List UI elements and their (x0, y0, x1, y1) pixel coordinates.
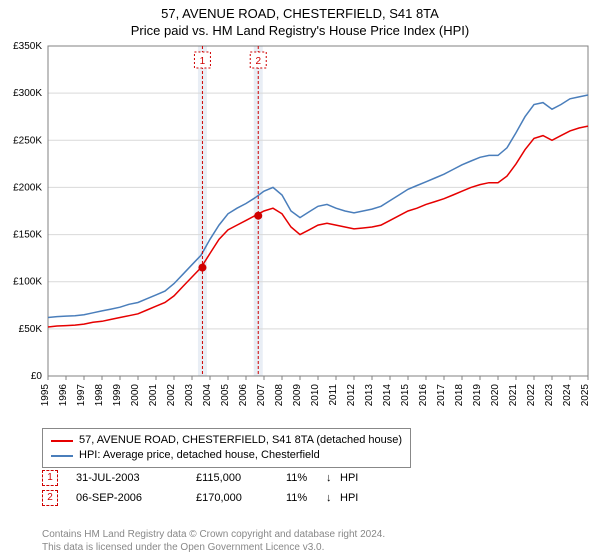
sale-marker-icon: 1 (42, 470, 58, 486)
svg-text:1999: 1999 (112, 384, 123, 407)
svg-text:£250K: £250K (13, 135, 42, 146)
legend: 57, AVENUE ROAD, CHESTERFIELD, S41 8TA (… (42, 428, 411, 468)
svg-text:2016: 2016 (418, 384, 429, 407)
svg-text:2025: 2025 (580, 384, 591, 407)
legend-label: 57, AVENUE ROAD, CHESTERFIELD, S41 8TA (… (79, 433, 402, 448)
svg-text:2009: 2009 (292, 384, 303, 407)
svg-text:2013: 2013 (364, 384, 375, 407)
svg-text:£350K: £350K (13, 41, 42, 52)
svg-text:£50K: £50K (19, 324, 43, 335)
svg-text:2011: 2011 (328, 384, 339, 406)
chart-area: £0 £50K £100K £150K £200K £250K £300K £350K 1995… (0, 40, 600, 420)
svg-text:2017: 2017 (436, 384, 447, 407)
svg-text:£200K: £200K (13, 182, 42, 193)
svg-text:1: 1 (200, 56, 206, 67)
sales-table: 1 31-JUL-2003 £115,000 11% ↓ HPI 2 06-SE… (42, 468, 358, 508)
legend-label: HPI: Average price, detached house, Ches… (79, 448, 320, 463)
svg-text:2021: 2021 (508, 384, 519, 407)
svg-text:£0: £0 (31, 371, 43, 382)
svg-text:1998: 1998 (94, 384, 105, 407)
chart-subtitle: Price paid vs. HM Land Registry's House … (0, 21, 600, 38)
svg-text:£150K: £150K (13, 230, 42, 241)
sale-date: 06-SEP-2006 (76, 492, 196, 504)
svg-text:2010: 2010 (310, 384, 321, 407)
svg-text:2022: 2022 (526, 384, 537, 407)
sale-vs-label: HPI (340, 472, 358, 484)
svg-text:2008: 2008 (274, 384, 285, 407)
svg-text:£100K: £100K (13, 277, 42, 288)
sale-pct: 11% (286, 492, 326, 504)
legend-swatch (51, 455, 73, 457)
sale-marker-icon: 2 (42, 490, 58, 506)
chart-title: 57, AVENUE ROAD, CHESTERFIELD, S41 8TA (0, 0, 600, 21)
svg-text:2001: 2001 (148, 384, 159, 407)
svg-text:2023: 2023 (544, 384, 555, 407)
svg-text:£300K: £300K (13, 88, 42, 99)
svg-text:2: 2 (255, 56, 261, 67)
svg-text:2019: 2019 (472, 384, 483, 407)
svg-text:2020: 2020 (490, 384, 501, 407)
svg-text:1997: 1997 (76, 384, 87, 407)
svg-text:2000: 2000 (130, 384, 141, 407)
footer: Contains HM Land Registry data © Crown c… (42, 528, 385, 554)
sale-date: 31-JUL-2003 (76, 472, 196, 484)
svg-text:2024: 2024 (562, 384, 573, 407)
legend-item: 57, AVENUE ROAD, CHESTERFIELD, S41 8TA (… (51, 433, 402, 448)
svg-text:2006: 2006 (238, 384, 249, 407)
sale-vs-label: HPI (340, 492, 358, 504)
svg-text:2018: 2018 (454, 384, 465, 407)
svg-text:2002: 2002 (166, 384, 177, 407)
svg-text:1996: 1996 (58, 384, 69, 407)
svg-text:2012: 2012 (346, 384, 357, 407)
sale-row: 1 31-JUL-2003 £115,000 11% ↓ HPI (42, 468, 358, 488)
footer-line: Contains HM Land Registry data © Crown c… (42, 528, 385, 541)
sale-pct: 11% (286, 472, 326, 484)
legend-swatch (51, 440, 73, 442)
svg-text:2003: 2003 (184, 384, 195, 407)
down-arrow-icon: ↓ (326, 472, 340, 484)
svg-text:2015: 2015 (400, 384, 411, 407)
sale-price: £170,000 (196, 492, 286, 504)
footer-line: This data is licensed under the Open Gov… (42, 541, 385, 554)
svg-text:2004: 2004 (202, 384, 213, 407)
svg-text:2014: 2014 (382, 384, 393, 407)
svg-text:2005: 2005 (220, 384, 231, 407)
down-arrow-icon: ↓ (326, 492, 340, 504)
legend-item: HPI: Average price, detached house, Ches… (51, 448, 402, 463)
sale-row: 2 06-SEP-2006 £170,000 11% ↓ HPI (42, 488, 358, 508)
sale-price: £115,000 (196, 472, 286, 484)
svg-text:1995: 1995 (40, 384, 51, 407)
svg-text:2007: 2007 (256, 384, 267, 407)
